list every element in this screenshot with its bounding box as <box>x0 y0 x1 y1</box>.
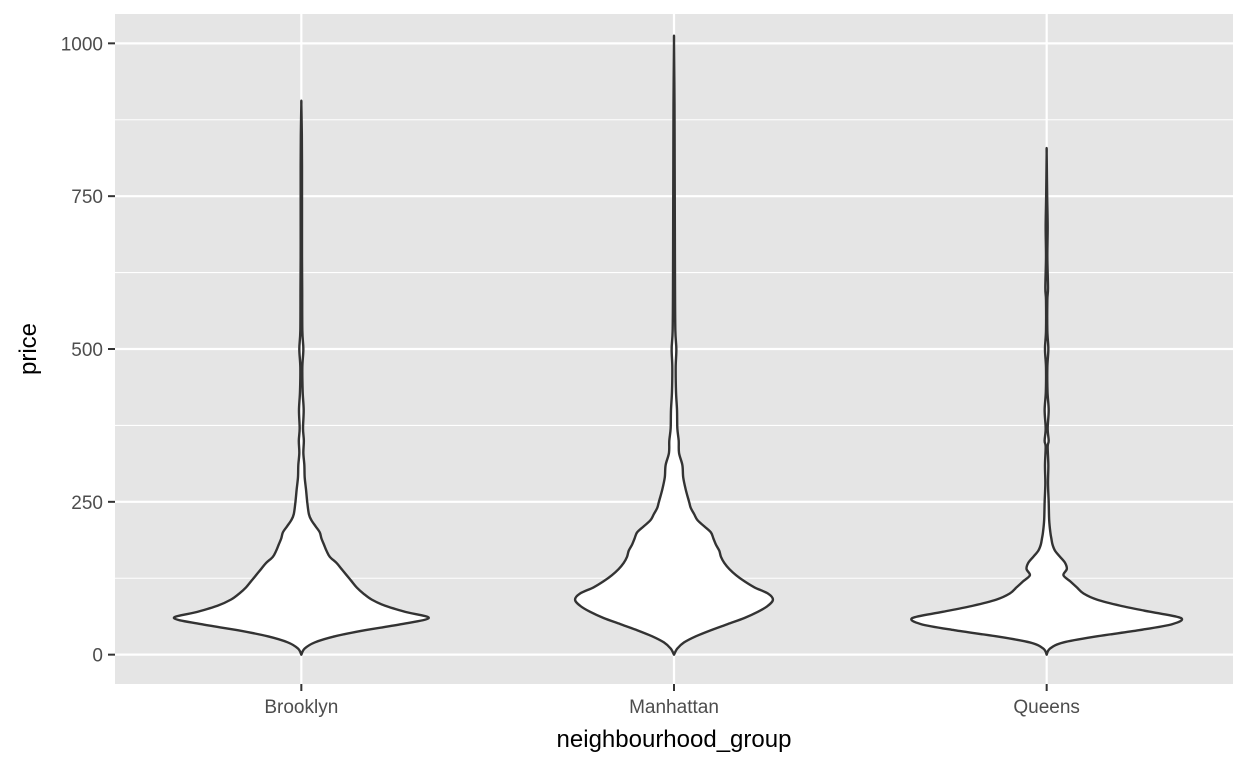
x-tick-label: Brooklyn <box>264 697 338 718</box>
violin-queens <box>910 146 1184 656</box>
y-tick-label: 1000 <box>61 34 103 55</box>
y-tick-label: 500 <box>71 340 103 361</box>
x-tick-label: Manhattan <box>629 697 719 718</box>
y-axis: 0 250 500 750 1000 <box>61 34 115 667</box>
y-tick-label: 250 <box>71 493 103 514</box>
violin-brooklyn <box>172 99 430 656</box>
y-tick-label: 750 <box>71 187 103 208</box>
x-tick-label: Queens <box>1013 697 1080 718</box>
y-axis-title: price <box>15 323 42 375</box>
x-axis-title: neighbourhood_group <box>557 726 792 753</box>
y-tick-label: 0 <box>92 646 103 667</box>
violin-manhattan <box>573 34 775 656</box>
violins <box>172 34 1184 656</box>
x-axis: Brooklyn Manhattan Queens <box>264 684 1080 718</box>
